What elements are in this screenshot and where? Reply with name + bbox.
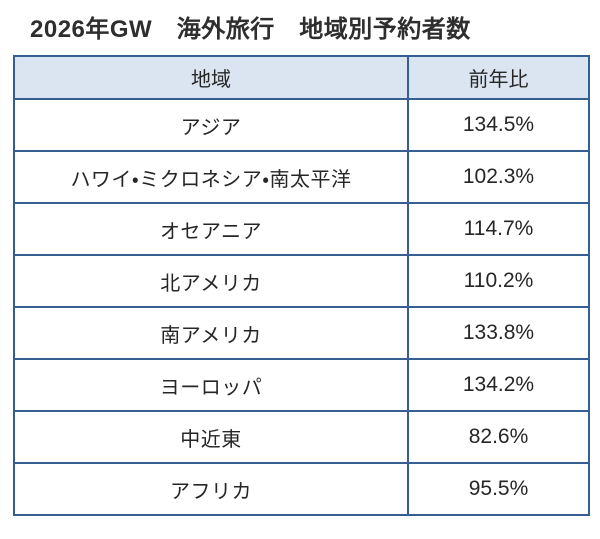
region-cell: アフリカ [13,462,409,516]
yoy-cell: 95.5% [407,462,590,516]
table-row: アフリカ 95.5% [13,462,590,516]
table-row: 北アメリカ 110.2% [13,254,590,308]
region-cell: アジア [13,98,409,152]
yoy-cell: 82.6% [407,410,590,464]
bookings-table-container: 地域 前年比 アジア 134.5% ハワイ・ミクロネシア・南太平洋 102.3%… [13,55,590,516]
region-cell: 南アメリカ [13,306,409,360]
yoy-cell: 102.3% [407,150,590,204]
region-cell: ハワイ・ミクロネシア・南太平洋 [13,150,409,204]
header-region: 地域 [13,55,409,100]
yoy-cell: 134.5% [407,98,590,152]
yoy-cell: 110.2% [407,254,590,308]
table-row: 中近東 82.6% [13,410,590,464]
region-cell: 中近東 [13,410,409,464]
yoy-cell: 134.2% [407,358,590,412]
region-cell: 北アメリカ [13,254,409,308]
bookings-by-region-table: 地域 前年比 アジア 134.5% ハワイ・ミクロネシア・南太平洋 102.3%… [13,55,590,516]
table-header: 地域 前年比 [13,55,590,100]
yoy-cell: 133.8% [407,306,590,360]
table-row: ハワイ・ミクロネシア・南太平洋 102.3% [13,150,590,204]
table-row: アジア 134.5% [13,98,590,152]
page-title: 2026年GW 海外旅行 地域別予約者数 [30,16,471,43]
header-yoy: 前年比 [407,55,590,100]
table-row: オセアニア 114.7% [13,202,590,256]
table-body: アジア 134.5% ハワイ・ミクロネシア・南太平洋 102.3% オセアニア … [13,98,590,516]
yoy-cell: 114.7% [407,202,590,256]
table-row: 南アメリカ 133.8% [13,306,590,360]
region-cell: ヨーロッパ [13,358,409,412]
header-row: 地域 前年比 [13,55,590,100]
table-row: ヨーロッパ 134.2% [13,358,590,412]
region-cell: オセアニア [13,202,409,256]
